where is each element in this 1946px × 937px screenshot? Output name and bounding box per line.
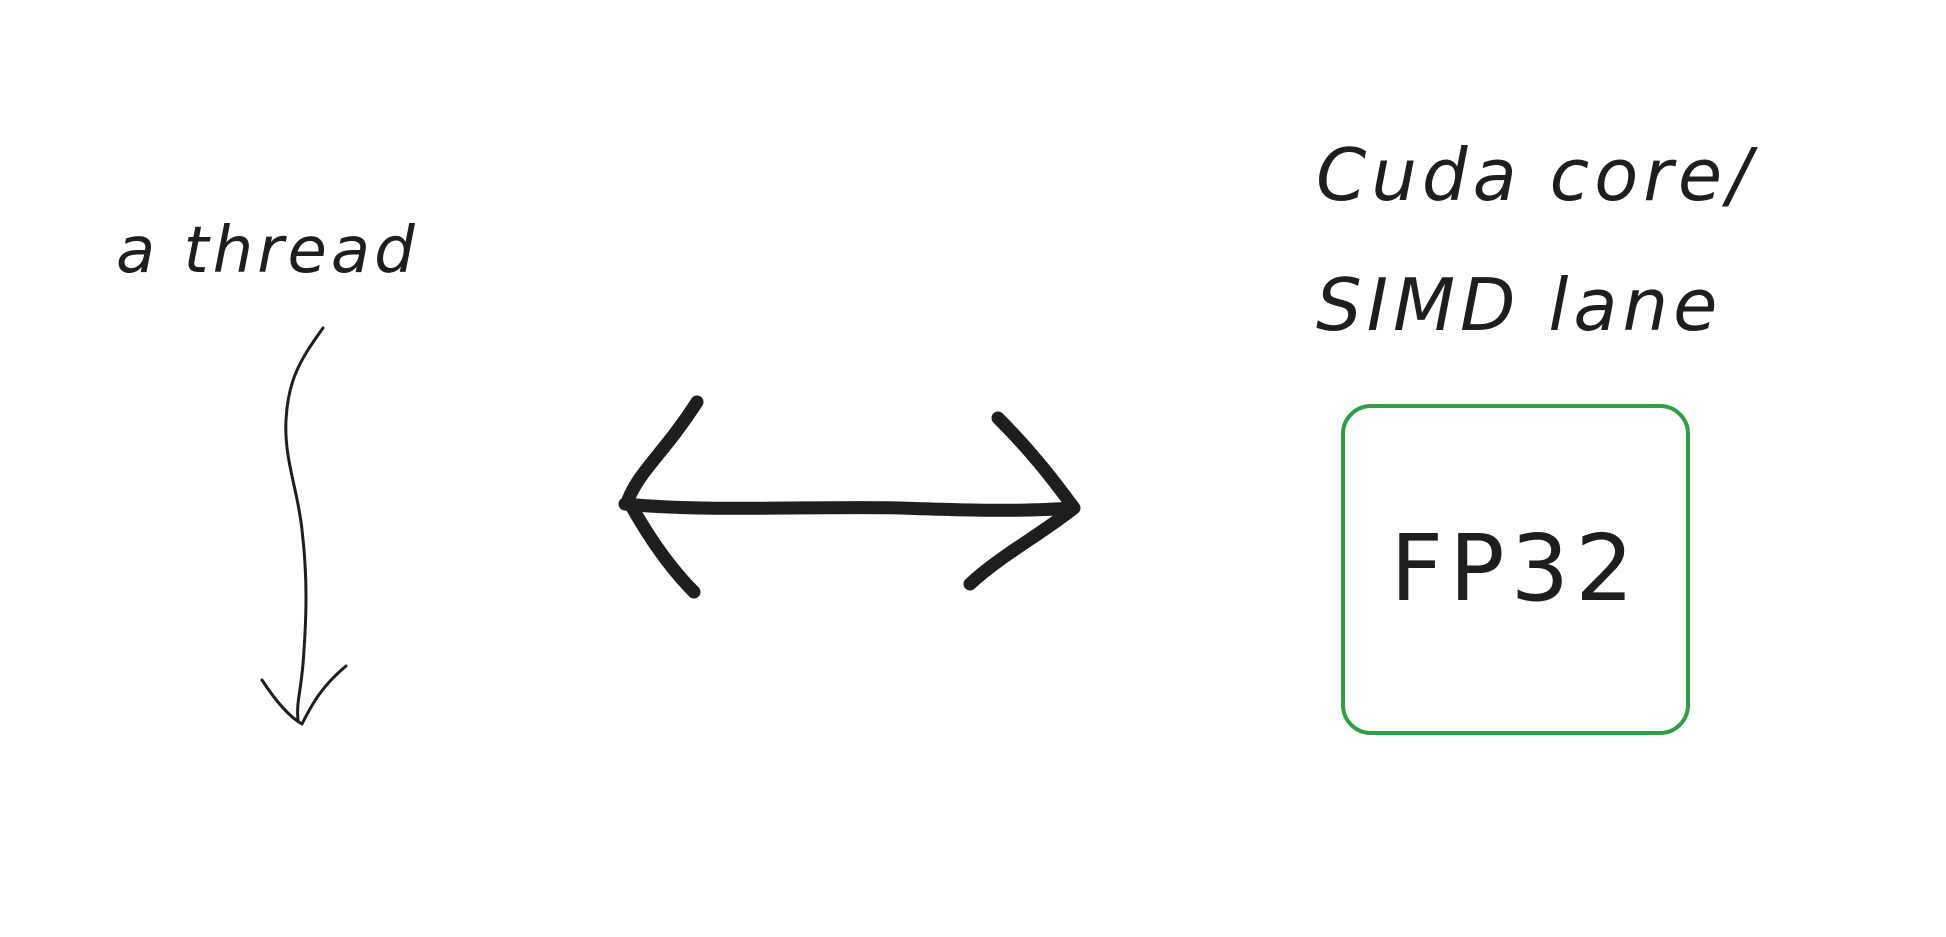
thread-label: a thread bbox=[116, 214, 419, 288]
thread-arrow-head bbox=[260, 664, 348, 726]
thread-arrow-shaft bbox=[284, 326, 325, 722]
fp32-label: FP32 bbox=[1390, 515, 1639, 622]
double-arrow-right-head bbox=[963, 411, 1081, 591]
thread-down-arrow bbox=[260, 326, 348, 726]
double-arrow-shaft bbox=[618, 497, 1077, 517]
double-headed-arrow bbox=[618, 395, 1081, 599]
core-label-line1: Cuda core/ bbox=[1316, 133, 1758, 217]
fp32-box bbox=[1341, 404, 1690, 735]
core-label-line2: SIMD lane bbox=[1316, 263, 1722, 347]
double-arrow-left-head bbox=[621, 395, 704, 599]
